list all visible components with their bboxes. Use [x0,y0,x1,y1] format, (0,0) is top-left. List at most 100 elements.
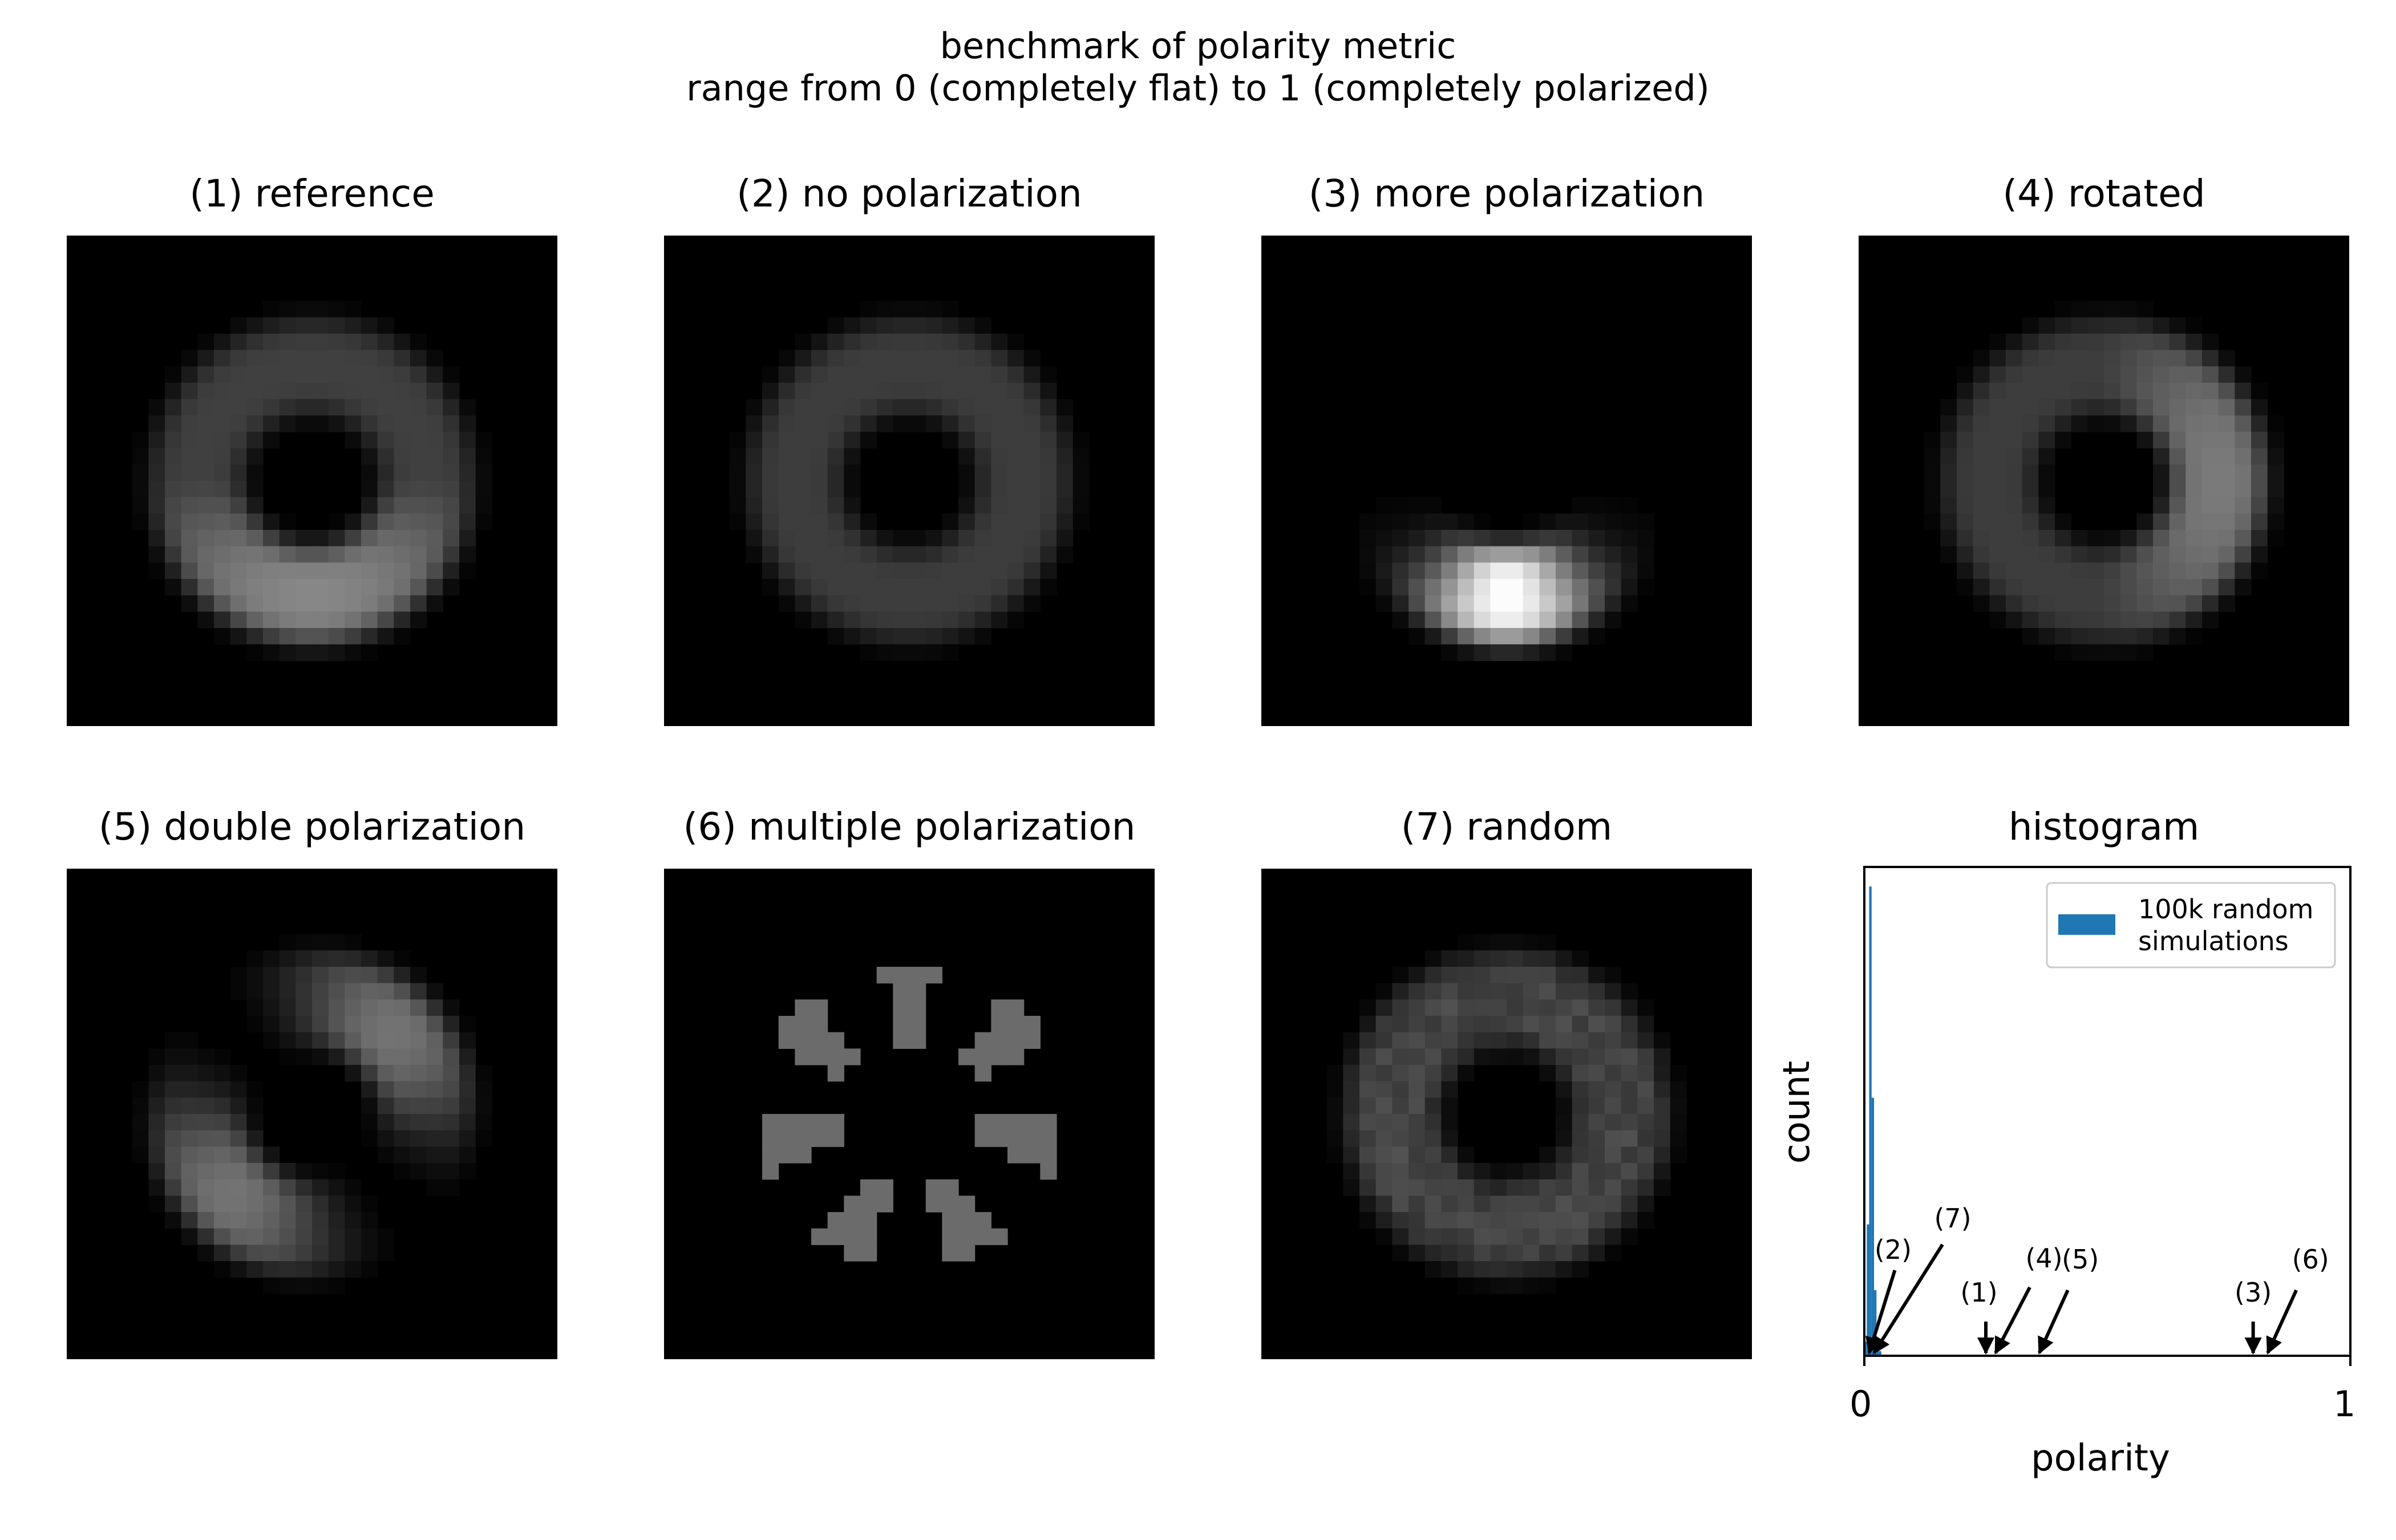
pixel [230,595,247,612]
pixel [762,481,779,498]
pixel [2071,399,2088,416]
pixel [893,628,910,645]
pixel [1392,1130,1409,1147]
pixel [2038,448,2055,465]
pixel [844,628,861,645]
pixel [1359,579,1377,596]
pixel [844,530,861,547]
pixel [1973,497,1990,514]
pixel [328,1016,345,1033]
pixel [214,1146,231,1164]
pixel [1539,1245,1556,1262]
pixel [443,481,460,498]
pixel [1359,513,1377,530]
pixel [132,1146,149,1164]
pixel [893,301,910,318]
pixel [2071,530,2088,547]
pixel [2006,399,2023,416]
histogram-xlabel: polarity [2031,1437,2170,1480]
histogram-bar [1869,886,1872,1356]
pixel [876,1179,893,1196]
pixel [1973,366,1990,383]
pixel [410,448,427,465]
pixel [377,1097,394,1115]
pixel [1621,1032,1638,1049]
pixel [1621,1016,1638,1033]
pixel [778,562,795,579]
pixel [2038,334,2055,351]
pixel [1007,481,1025,498]
pixel [1424,1245,1442,1262]
pixel [328,644,345,661]
pixel [925,546,942,563]
pixel [2169,579,2186,596]
pixel [165,448,182,465]
pixel [394,1048,411,1065]
pixel [2087,415,2104,432]
pixel [1572,530,1589,547]
pixel [1654,1146,1671,1164]
pixel [974,579,991,596]
pixel [2087,301,2104,318]
pixel [345,999,362,1016]
pixel [394,448,411,465]
pixel [443,1065,460,1082]
pixel [279,1277,296,1294]
pixel [2038,415,2055,432]
pixel [377,334,394,351]
pixel [2185,481,2203,498]
pixel [459,497,476,514]
pixel [1957,513,1974,530]
pixel [246,1097,264,1115]
pixel [1605,497,1622,514]
pixel [795,530,812,547]
pixel [1424,611,1442,629]
pixel [893,317,910,334]
pixel [246,497,264,514]
pixel [345,611,362,629]
pixel [426,1146,443,1164]
pixel [2185,530,2203,547]
pixel [974,399,991,416]
pixel [762,579,779,596]
pixel [230,464,247,481]
pixel [2185,415,2203,432]
pixel [1040,530,1057,547]
pixel [1057,546,1074,563]
annotation-arrow [1994,1286,2031,1355]
pixel [361,1195,378,1213]
pixel [1572,1130,1589,1147]
pixel [181,415,198,432]
pixel [296,334,313,351]
pixel [1424,1048,1442,1065]
pixel [345,301,362,318]
pixel [1940,399,1957,416]
pixel [214,546,231,563]
pixel [1441,1195,1458,1213]
pixel [361,481,378,498]
pixel [246,999,264,1016]
pixel [827,464,844,481]
pixel [312,579,329,596]
pixel [1924,448,1941,465]
annotation-arrow [2037,1289,2070,1355]
pixel [410,1081,427,1098]
pixel [2087,530,2104,547]
pixel [443,1048,460,1065]
pixel [2185,579,2203,596]
pixel [2022,334,2039,351]
pixel [1007,1130,1025,1147]
panel-pixel-grid [132,934,492,1294]
pixel [361,611,378,629]
pixel [844,350,861,367]
pixel [876,644,893,661]
pixel [1441,1097,1458,1115]
pixel [1490,628,1507,645]
pixel [345,562,362,579]
pixel [1007,399,1025,416]
pixel [778,366,795,383]
pixel [1424,1016,1442,1033]
pixel [958,464,976,481]
pixel [2104,579,2121,596]
pixel [197,1163,214,1180]
